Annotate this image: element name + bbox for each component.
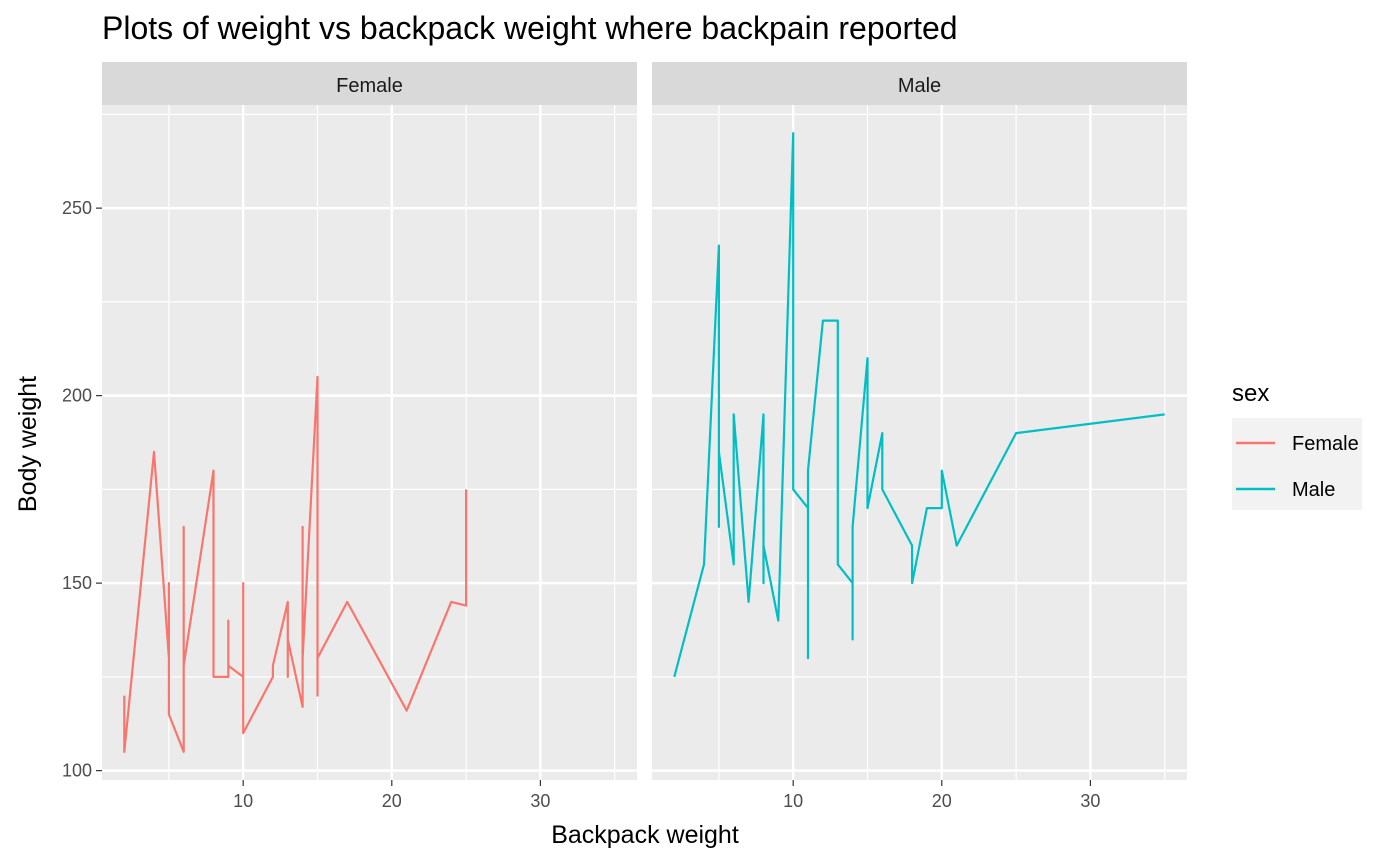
panel-background-female	[102, 105, 637, 780]
panels: Female 10 20 30 100 150 200 250 Male 10 20 30	[62, 62, 1187, 811]
legend-label-female: Female	[1292, 433, 1359, 455]
strip-label-male: Male	[898, 75, 941, 97]
x-tick-label: 30	[530, 791, 550, 811]
strip-male	[652, 62, 1187, 105]
y-tick-label: 200	[62, 386, 92, 406]
strip-label-female: Female	[336, 75, 403, 97]
y-tick-label: 100	[62, 761, 92, 781]
x-tick-label: 10	[783, 791, 803, 811]
strip-female	[102, 62, 637, 105]
chart-title: Plots of weight vs backpack weight where…	[102, 10, 958, 46]
y-axis-title: Body weight	[14, 376, 42, 512]
panel-background-male	[652, 105, 1187, 780]
panel-female: Female 10 20 30 100 150 200 250	[62, 62, 637, 811]
x-axis-title: Backpack weight	[551, 821, 739, 849]
legend-key-background	[1232, 418, 1362, 510]
y-tick-label: 150	[62, 573, 92, 593]
legend: sex Female Male	[1232, 380, 1362, 510]
x-tick-label: 10	[233, 791, 253, 811]
legend-title: sex	[1232, 380, 1269, 407]
legend-label-male: Male	[1292, 479, 1335, 501]
x-tick-label: 20	[932, 791, 952, 811]
x-tick-label: 30	[1080, 791, 1100, 811]
panel-male: Male 10 20 30	[652, 62, 1187, 811]
y-tick-label: 250	[62, 198, 92, 218]
series-line-male	[673, 132, 1165, 678]
series-line-female	[123, 375, 468, 753]
x-tick-label: 20	[382, 791, 402, 811]
